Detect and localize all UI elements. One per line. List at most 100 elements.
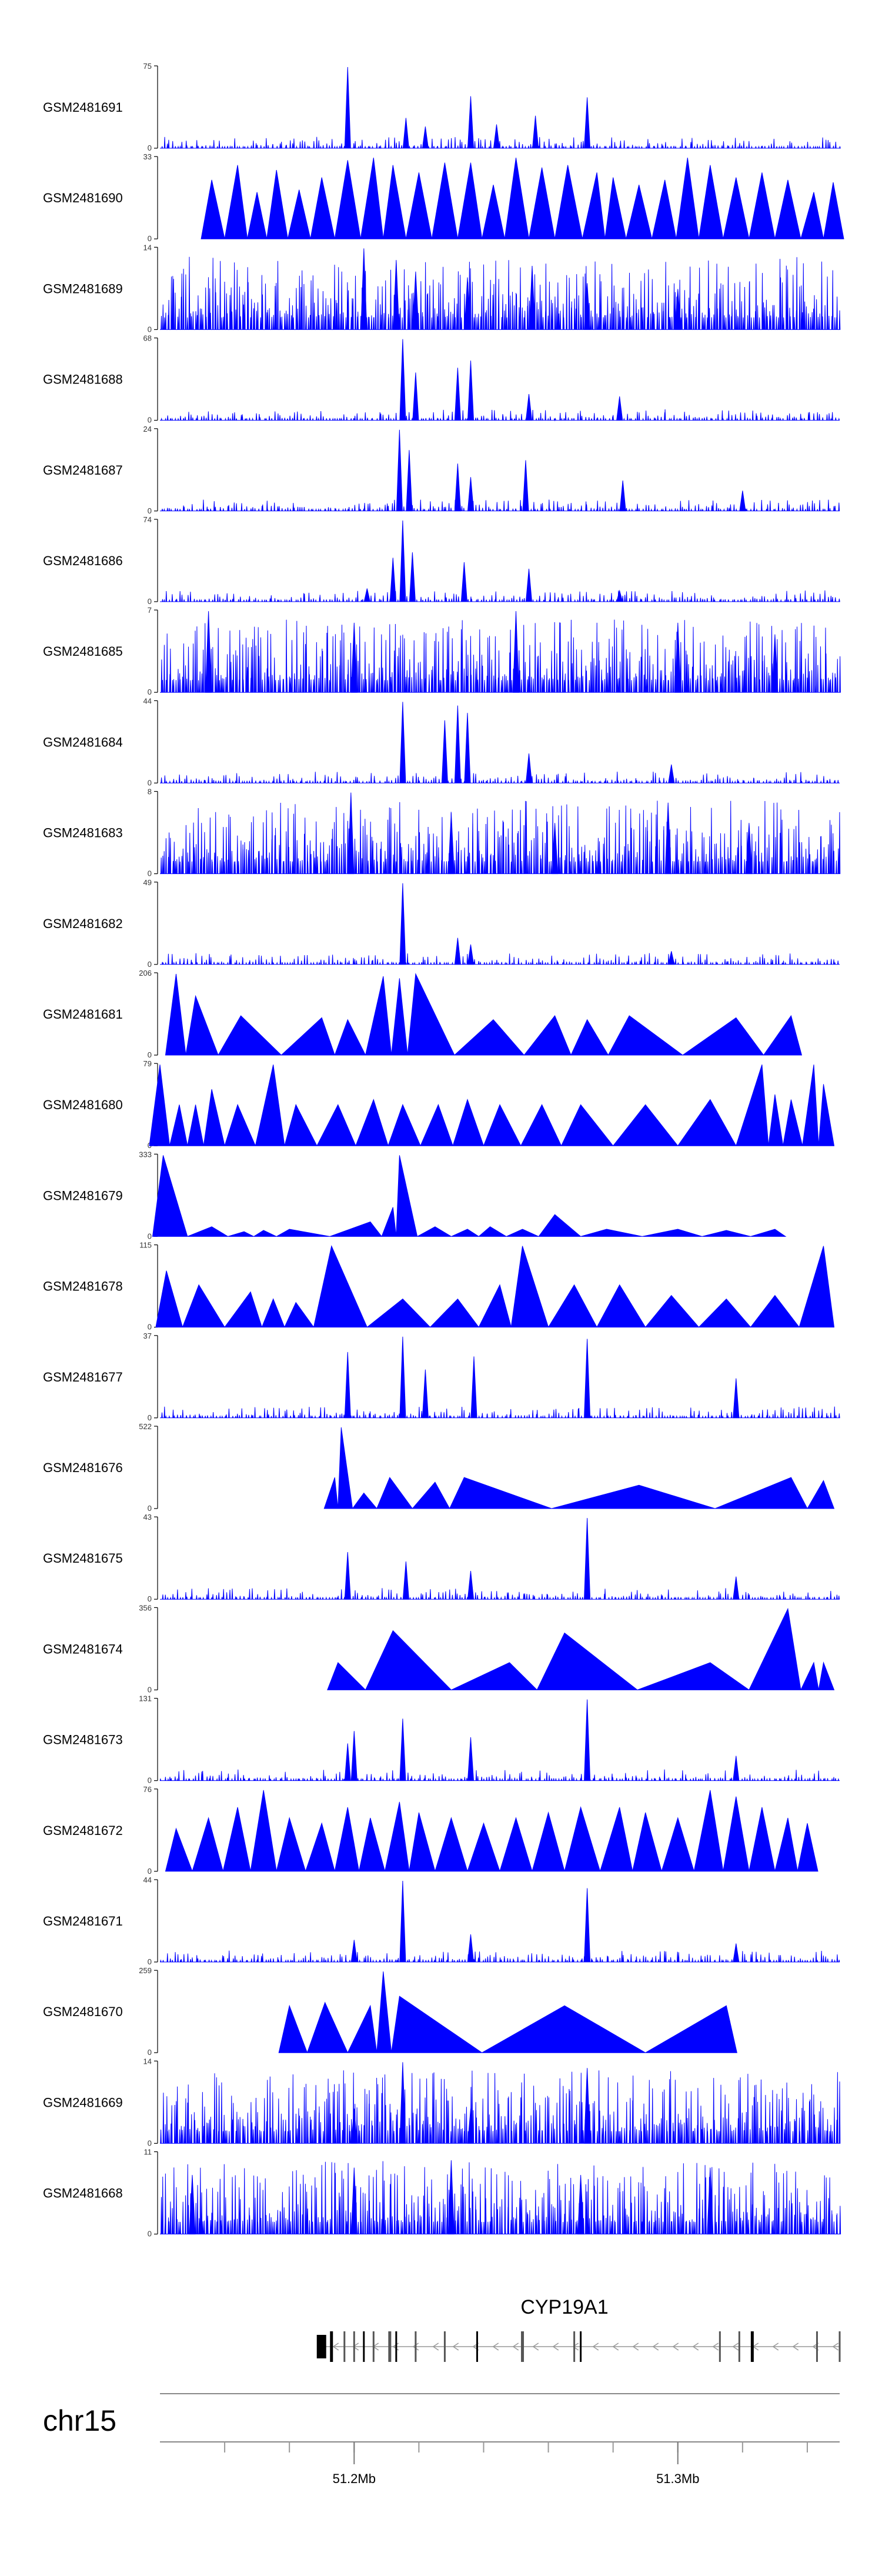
coverage-peak	[189, 2175, 196, 2235]
coverage-peak	[467, 944, 475, 965]
coverage-area	[201, 158, 844, 239]
y-tick-label-zero: 0	[148, 1232, 152, 1240]
y-tick-label-max: 131	[139, 1694, 152, 1703]
coverage-peak	[525, 753, 533, 783]
y-tick-label-max: 11	[144, 2148, 152, 2157]
coverage-peak	[525, 393, 533, 421]
strand-arrow	[772, 2343, 779, 2351]
coverage-peak	[454, 463, 461, 512]
track-GSM2481677: GSM2481677 37 0	[43, 1332, 840, 1422]
coverage-area	[327, 1607, 835, 1690]
gene-exon	[816, 2331, 818, 2362]
track-GSM2481681: GSM2481681 206 0	[43, 969, 803, 1059]
gene-exon	[580, 2331, 582, 2362]
strand-arrow	[612, 2343, 619, 2351]
coverage-peak	[707, 2167, 714, 2235]
y-tick-label-max: 14	[143, 2057, 152, 2066]
strand-arrow	[352, 2343, 359, 2351]
coverage-background	[160, 800, 841, 875]
track-GSM2481678: GSM2481678 115 0	[43, 1241, 835, 1332]
track-label: GSM2481687	[43, 463, 123, 478]
y-tick-label-zero: 0	[148, 1323, 152, 1332]
coverage-peak	[402, 118, 409, 149]
y-tick-label-max: 43	[143, 1513, 152, 1521]
coverage-peak	[584, 1888, 591, 1963]
coverage-peak	[522, 460, 529, 512]
coverage-peak	[464, 277, 471, 330]
gene-exon	[330, 2331, 333, 2362]
coverage-background	[160, 136, 841, 149]
coverage-peak	[674, 289, 681, 330]
y-tick-label-zero: 0	[148, 688, 152, 696]
coverage-peak	[406, 450, 413, 512]
y-tick-label-zero: 0	[148, 1685, 152, 1694]
coverage-peak	[412, 372, 419, 421]
coverage-peak	[739, 490, 746, 512]
track-label: GSM2481690	[43, 191, 123, 205]
coverage-peak	[399, 1880, 406, 1963]
track-label: GSM2481674	[43, 1641, 123, 1656]
coverage-peak	[467, 96, 475, 149]
track-GSM2481686: GSM2481686 74 0	[43, 515, 840, 606]
track-GSM2481684: GSM2481684 44 0	[43, 696, 840, 787]
coverage-peak	[350, 1940, 358, 1963]
track-label: GSM2481677	[43, 1370, 123, 1384]
y-tick-label-max: 49	[143, 878, 152, 887]
strand-arrow	[672, 2343, 679, 2351]
coverage-peak	[529, 265, 536, 330]
track-GSM2481680: GSM2481680790	[43, 1059, 835, 1150]
y-tick-label-max: 206	[139, 969, 152, 977]
coverage-peak	[512, 611, 520, 693]
y-tick-label-zero: 0	[148, 2138, 152, 2147]
coverage-peak	[525, 569, 533, 602]
track-label: GSM2481684	[43, 735, 123, 749]
track-label: GSM2481682	[43, 916, 123, 931]
coverage-peak	[467, 477, 475, 512]
coverage-background	[160, 772, 840, 783]
major-tick-label: 51.3Mb	[656, 2471, 699, 2486]
coverage-area	[165, 1790, 818, 1872]
y-tick-label-max: 356	[139, 1603, 152, 1612]
y-tick-label-max: 44	[143, 1876, 152, 1884]
coverage-peak	[584, 2068, 591, 2144]
strand-arrow	[512, 2343, 519, 2351]
y-tick-label-zero: 0	[148, 2230, 152, 2238]
coverage-background	[160, 2161, 841, 2235]
coverage-area	[165, 973, 803, 1056]
coverage-background	[160, 953, 840, 965]
coverage-peak	[205, 611, 212, 693]
y-tick-label-max: 259	[139, 1966, 152, 1975]
coverage-peak	[399, 1336, 406, 1419]
track-GSM2481682: GSM2481682 49 0	[43, 878, 840, 969]
coverage-peak	[399, 1719, 406, 1781]
y-tick-label-zero: 0	[148, 1504, 152, 1513]
gene-exon	[719, 2331, 721, 2362]
strand-arrow	[452, 2343, 459, 2351]
coverage-area	[152, 1155, 787, 1237]
coverage-peak	[447, 2160, 455, 2235]
coverage-background	[159, 1769, 840, 1781]
coverage-peak	[363, 588, 370, 602]
gene-exon	[395, 2331, 397, 2362]
track-label: GSM2481685	[43, 644, 123, 659]
gene-exon	[353, 2331, 355, 2362]
coverage-peak	[467, 361, 475, 421]
gene-annotation-track: CYP19A1	[316, 2296, 841, 2362]
coverage-peak	[402, 1561, 409, 1600]
gene-exon	[838, 2331, 841, 2362]
track-label: GSM2481680	[43, 1097, 123, 1112]
gene-exon	[443, 2331, 446, 2362]
coverage-peak	[454, 937, 461, 965]
coverage-peak	[454, 705, 461, 783]
gene-exon	[388, 2331, 392, 2362]
coverage-peak	[447, 813, 455, 875]
track-GSM2481687: GSM2481687 24 0	[43, 425, 840, 515]
coverage-peak	[619, 480, 626, 512]
coverage-background	[160, 590, 840, 602]
coverage-peak	[350, 1731, 358, 1781]
coverage-peak	[399, 883, 406, 965]
coverage-peak	[399, 520, 406, 602]
coverage-peak	[412, 271, 419, 330]
y-tick-label-max: 33	[143, 152, 152, 161]
